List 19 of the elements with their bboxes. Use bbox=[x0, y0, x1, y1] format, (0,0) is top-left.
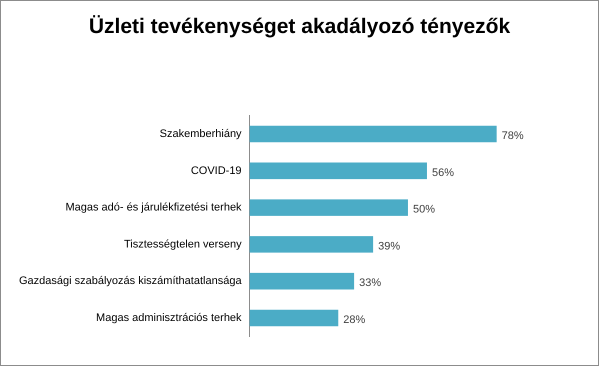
data-label: 50% bbox=[412, 204, 436, 216]
bar bbox=[250, 126, 497, 142]
data-label: 39% bbox=[378, 240, 400, 252]
bar bbox=[250, 236, 374, 253]
y-tick-label: Magas adminisztrációs terhek bbox=[96, 312, 242, 324]
y-tick-label: Tisztességtelen verseny bbox=[124, 238, 242, 250]
data-label: 56% bbox=[432, 166, 454, 179]
data-label: 28% bbox=[343, 314, 366, 326]
bar bbox=[250, 310, 338, 326]
chart-title: Üzleti tevékenységet akadályozó tényezők bbox=[88, 15, 512, 39]
data-label: 78% bbox=[502, 130, 524, 142]
y-tick-label: Magas adó- és járulékfizetési terhek bbox=[65, 202, 242, 214]
bar bbox=[250, 272, 354, 290]
y-tick-label: Szakemberhiány bbox=[160, 128, 242, 140]
data-label: 33% bbox=[359, 277, 382, 290]
y-tick-label: Gazdasági szabályozás kiszámíthatatlansága bbox=[18, 275, 242, 288]
bar bbox=[250, 199, 408, 216]
y-tick-label: COVID-19 bbox=[190, 164, 242, 177]
bar bbox=[250, 162, 427, 180]
